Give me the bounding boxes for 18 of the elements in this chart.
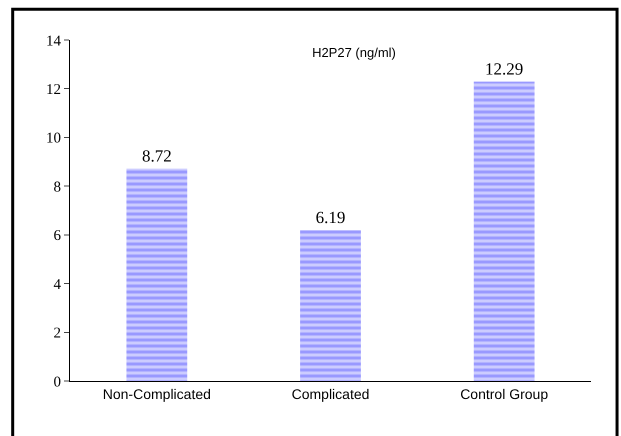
data-label: 6.19 bbox=[316, 208, 346, 228]
bar bbox=[300, 230, 361, 381]
x-tick-label: Control Group bbox=[460, 386, 548, 402]
bar bbox=[126, 168, 188, 381]
chart-title: H2P27 (ng/ml) bbox=[312, 45, 396, 60]
y-tick-label: 6 bbox=[54, 228, 62, 244]
data-label: 8.72 bbox=[142, 146, 172, 166]
y-tick-label: 8 bbox=[54, 179, 61, 196]
y-tick-label: 2 bbox=[54, 326, 61, 342]
x-tick-label: Non-Complicated bbox=[102, 386, 211, 402]
bar bbox=[474, 82, 535, 381]
x-tick-label: Complicated bbox=[292, 386, 370, 402]
y-tick-label: 12 bbox=[46, 82, 61, 98]
data-label: 12.29 bbox=[485, 60, 524, 79]
y-tick-label: 14 bbox=[46, 33, 62, 50]
y-tick-label: 4 bbox=[54, 276, 62, 293]
y-tick-label: 10 bbox=[46, 130, 61, 147]
y-tick-label: 0 bbox=[54, 374, 61, 390]
